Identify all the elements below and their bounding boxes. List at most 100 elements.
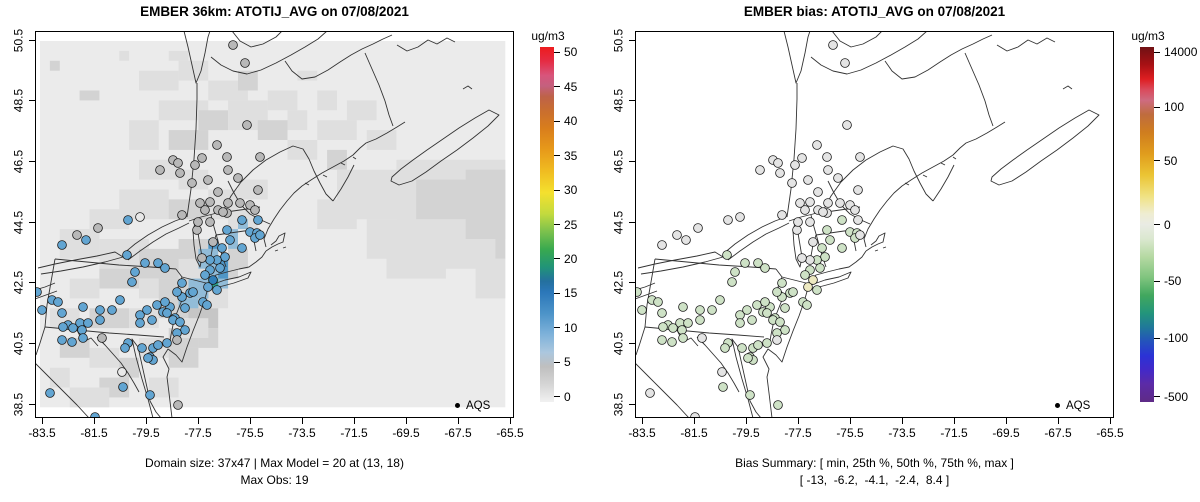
aqs-monitor-point xyxy=(237,215,247,225)
map-outline-path xyxy=(637,251,724,275)
aqs-monitor-point xyxy=(745,390,755,400)
x-axis-tick xyxy=(901,418,903,424)
colorbar-tick-label: 10 xyxy=(564,320,578,335)
aqs-monitor-point xyxy=(53,297,63,307)
aqs-monitor-point xyxy=(35,287,42,297)
aqs-monitor-point xyxy=(78,333,88,343)
aqs-monitor-point xyxy=(755,165,765,175)
aqs-monitor-point xyxy=(762,308,772,318)
aqs-monitor-point xyxy=(190,160,200,170)
raster-cell xyxy=(139,70,179,91)
map-outline-path xyxy=(781,276,807,284)
aqs-monitor-point xyxy=(228,40,238,50)
map-outline-path xyxy=(390,109,500,186)
colorbar-tick xyxy=(554,51,560,53)
aqs-monitor-point xyxy=(820,252,830,262)
aqs-monitor-point xyxy=(220,252,230,262)
plot-frame xyxy=(635,31,1114,418)
colorbar-tick-label: 15 xyxy=(564,286,578,301)
aqs-monitor-point xyxy=(775,317,785,327)
y-axis-tick xyxy=(629,342,635,344)
x-axis-tick xyxy=(693,418,695,424)
colorbar-tick-label: -100 xyxy=(1164,331,1189,346)
aqs-monitor-point xyxy=(828,40,838,50)
y-axis-tick xyxy=(629,100,635,102)
aqs-monitor-point xyxy=(658,322,668,332)
aqs-monitor-point xyxy=(855,230,865,240)
colorbar-tick xyxy=(1154,160,1160,162)
aqs-monitor-point xyxy=(212,140,222,150)
aqs-monitor-point xyxy=(255,230,265,240)
aqs-monitor-point xyxy=(657,308,667,318)
colorbar-tick xyxy=(554,292,560,294)
aqs-monitor-point xyxy=(850,205,860,215)
map-outline-path xyxy=(635,326,646,356)
map-outline-path xyxy=(274,246,287,252)
model-caption-domain: Domain size: 37x47 | Max Model = 20 at (… xyxy=(145,456,404,470)
y-axis-tick xyxy=(29,282,35,284)
raster-cell xyxy=(346,100,377,121)
colorbar-tick xyxy=(1154,337,1160,339)
y-axis-tick xyxy=(629,160,635,162)
x-axis-tick-label: -71.5 xyxy=(340,426,368,440)
aqs-monitor-point xyxy=(212,285,222,295)
aqs-monitor-point xyxy=(720,343,730,353)
map-outline-path xyxy=(231,31,283,48)
aqs-monitor-point xyxy=(145,390,155,400)
map-outline-path xyxy=(265,232,286,252)
colorbar-tick xyxy=(1154,106,1160,108)
colorbar-tick xyxy=(554,327,560,329)
y-axis-tick-label: 42.5 xyxy=(11,271,26,295)
aqs-monitor-point xyxy=(147,315,157,325)
x-axis-tick xyxy=(41,418,43,424)
map-outline-path xyxy=(792,222,803,268)
map-outline-path xyxy=(932,164,955,202)
aqs-monitor-point xyxy=(213,187,223,197)
aqs-monitor-point xyxy=(773,400,783,410)
x-axis-tick xyxy=(145,418,147,424)
aqs-legend-label: AQS xyxy=(1066,400,1091,412)
aqs-monitor-point xyxy=(803,175,813,185)
aqs-monitor-point xyxy=(242,120,252,130)
aqs-monitor-point xyxy=(645,388,655,398)
colorbar-tick-label: 25 xyxy=(564,217,578,232)
aqs-monitor-point xyxy=(817,243,827,253)
x-axis-tick xyxy=(797,418,799,424)
panel-model: EMBER 36km: ATOTIJ_AVG on 07/08/2021 AQS… xyxy=(11,4,578,487)
aqs-monitor-point xyxy=(107,305,117,315)
aqs-monitor-point xyxy=(635,287,642,297)
y-axis-tick xyxy=(29,403,35,405)
aqs-legend: AQS xyxy=(455,399,490,413)
map-outline-path xyxy=(904,156,957,186)
aqs-monitor-point xyxy=(855,152,865,162)
aqs-monitor-point xyxy=(177,278,187,288)
aqs-monitor-point xyxy=(780,325,790,335)
aqs-monitor-point xyxy=(57,335,67,345)
y-axis-tick-label: 48.5 xyxy=(611,88,626,113)
aqs-monitor-point xyxy=(117,367,127,377)
x-axis-tick-label: -77.5 xyxy=(784,426,812,440)
map-outline-path xyxy=(996,37,1056,52)
x-axis-tick-label: -81.5 xyxy=(80,426,108,440)
aqs-monitor-point xyxy=(823,198,833,208)
aqs-monitor-point xyxy=(215,263,225,273)
bias-map xyxy=(635,31,1114,418)
y-axis-tick-label: 50.5 xyxy=(611,28,626,52)
y-axis-tick-label: 48.5 xyxy=(11,88,26,113)
aqs-monitor-point xyxy=(730,267,740,277)
raster-cell xyxy=(69,278,100,299)
aqs-monitor-point xyxy=(173,400,183,410)
x-axis-tick xyxy=(509,418,511,424)
colorbar-tick xyxy=(554,86,560,88)
aqs-monitor-point xyxy=(788,287,798,297)
map-outline-path xyxy=(96,336,140,393)
colorbar-units-label: ug/m3 xyxy=(531,29,565,43)
aqs-monitor-point xyxy=(812,285,822,295)
x-axis-tick-label: -69.5 xyxy=(992,426,1020,440)
aqs-monitor-point xyxy=(208,237,218,247)
aqs-monitor-point xyxy=(837,243,847,253)
aqs-monitor-point xyxy=(222,225,232,235)
aqs-legend-dot-icon xyxy=(1055,403,1060,408)
model-caption-maxobs: Max Obs: 19 xyxy=(240,473,309,487)
colorbar-tick-label: 35 xyxy=(564,148,578,163)
